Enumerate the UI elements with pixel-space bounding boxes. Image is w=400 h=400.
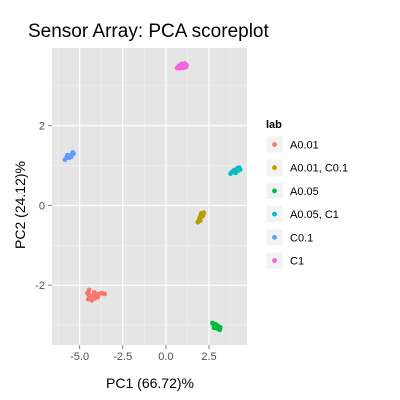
legend-swatch — [272, 165, 277, 171]
data-point — [235, 167, 241, 173]
legend-swatch — [272, 188, 277, 194]
legend-swatch — [272, 258, 277, 263]
chart-title: Sensor Array: PCA scoreplot — [28, 21, 269, 42]
x-tick-label: 0.0 — [158, 351, 173, 363]
data-points — [62, 61, 243, 333]
x-tick-label: -5.0 — [70, 351, 89, 363]
legend-label: C1 — [290, 256, 304, 268]
y-axis-ticks: -2 0 2 — [35, 121, 52, 292]
y-tick-label: 0 — [39, 200, 45, 212]
legend-swatch — [272, 211, 277, 217]
major-gridlines — [52, 48, 247, 345]
data-point — [217, 327, 223, 333]
data-point — [200, 213, 206, 218]
legend-swatch — [272, 234, 277, 240]
legend-label: A0.05 — [290, 186, 319, 198]
x-axis-label: PC1 (66.72)% — [106, 375, 194, 391]
legend-swatch — [272, 142, 277, 147]
legend-label: C0.1 — [290, 232, 313, 244]
data-point — [91, 289, 97, 295]
minor-gridlines — [52, 48, 247, 345]
legend-label: A0.01, C0.1 — [290, 163, 348, 175]
legend: lab A0.01 A0.01, C0.1 A0.05 A0.05, C1 C0.1 C1 — [265, 119, 348, 270]
y-tick-label: 2 — [39, 121, 45, 133]
x-axis-ticks: -5.0 -2.5 0.0 2.5 — [70, 345, 217, 363]
data-point — [95, 294, 101, 300]
data-point — [230, 168, 236, 174]
data-point — [68, 154, 74, 160]
legend-label: A0.01 — [290, 140, 319, 152]
x-tick-label: 2.5 — [201, 351, 216, 363]
data-point — [182, 61, 188, 66]
legend-label: A0.05, C1 — [290, 209, 339, 221]
data-point — [90, 293, 95, 299]
data-point — [102, 291, 108, 297]
data-point — [197, 218, 203, 224]
y-tick-label: -2 — [35, 280, 45, 292]
x-tick-label: -2.5 — [113, 351, 132, 363]
plot-panel — [52, 48, 247, 345]
data-point — [211, 325, 217, 331]
data-point — [180, 65, 186, 71]
data-point — [70, 150, 76, 155]
legend-title: lab — [266, 119, 282, 131]
data-point — [86, 287, 92, 293]
y-axis-label: PC2 (24.12)% — [12, 161, 28, 249]
